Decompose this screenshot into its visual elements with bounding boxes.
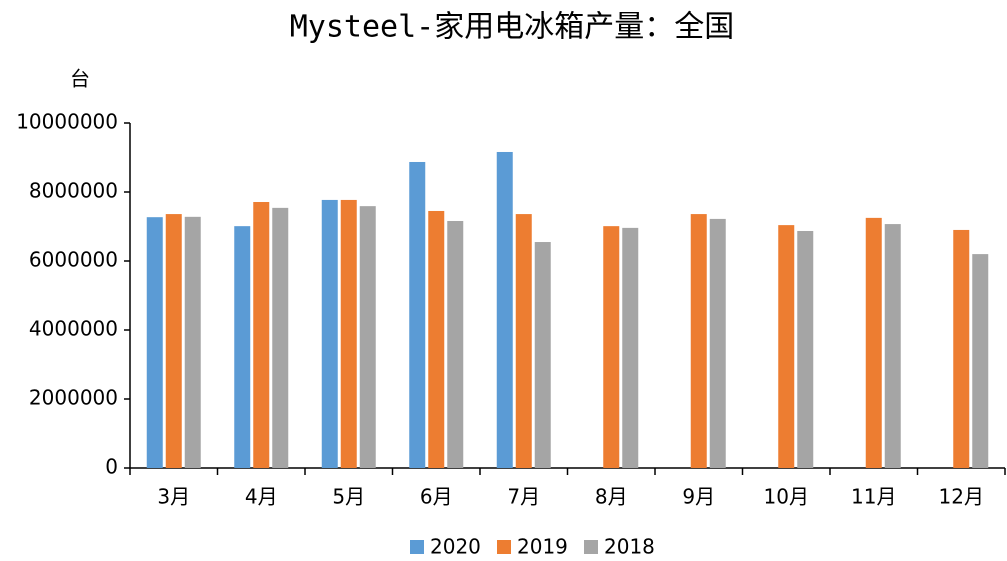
bar [428,210,445,468]
bar [690,214,707,468]
bar [709,218,726,468]
bar [972,254,989,468]
legend-label: 2020 [430,535,481,559]
bar [359,206,376,468]
legend-label: 2018 [604,535,655,559]
y-tick-label: 8000000 [29,179,118,203]
legend-swatch [584,540,598,554]
legend-swatch [410,540,424,554]
legend-swatch [497,540,511,554]
bar [165,214,182,468]
bar [797,230,814,468]
bar [603,226,620,468]
legend-label: 2019 [517,535,568,559]
bar [409,161,426,469]
x-tick-label: 9月 [682,485,715,509]
bar [865,217,882,468]
bar [447,220,464,468]
x-tick-label: 6月 [420,485,453,509]
chart-title: Mysteel-家用电冰箱产量：全国 [290,10,735,45]
bar [253,202,270,468]
bar [146,217,163,468]
bar [778,225,795,468]
x-tick-label: 4月 [245,485,278,509]
bar [184,216,201,468]
bar [622,227,639,468]
bar [884,224,901,468]
bar [496,151,513,469]
y-tick-label: 4000000 [29,317,118,341]
bar [234,226,251,468]
y-tick-label: 10000000 [16,110,118,134]
y-tick-label: 0 [105,455,118,479]
x-tick-label: 11月 [851,485,896,509]
y-tick-label: 2000000 [29,386,118,410]
x-tick-label: 3月 [157,485,190,509]
bar [534,242,551,468]
y-axis-label: 台 [70,67,90,91]
bar [953,229,970,468]
x-tick-label: 7月 [507,485,540,509]
x-tick-label: 8月 [595,485,628,509]
bar [340,199,357,468]
bar [321,199,338,468]
x-tick-label: 12月 [939,485,984,509]
y-tick-label: 6000000 [29,248,118,272]
x-tick-label: 5月 [332,485,365,509]
x-tick-label: 10月 [764,485,809,509]
bar [515,214,532,468]
bar [272,207,289,468]
